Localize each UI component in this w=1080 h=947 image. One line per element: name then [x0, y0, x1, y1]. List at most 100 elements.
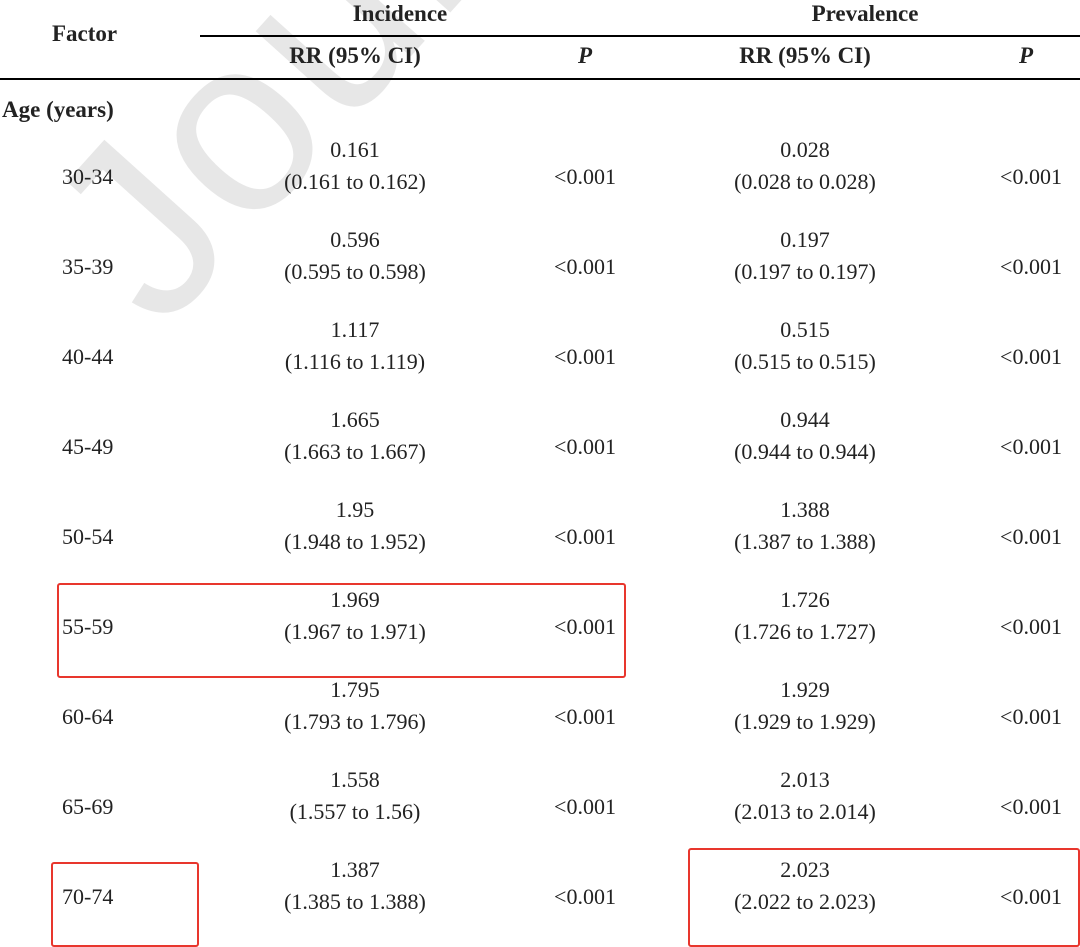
- table-row: 60-64 1.795 (1.793 to 1.796) <0.001 1.92…: [0, 672, 1080, 762]
- header-incidence-p: P: [577, 43, 593, 68]
- incidence-ci-value: (1.793 to 1.796): [284, 709, 426, 734]
- header-factor: Factor: [52, 21, 118, 46]
- header-prevalence-p: P: [1018, 43, 1034, 68]
- prevalence-ci-value: (1.387 to 1.388): [734, 529, 876, 554]
- prevalence-rr-value: 0.515: [780, 317, 830, 342]
- incidence-p-cell: <0.001: [554, 614, 616, 639]
- incidence-ci-value: (0.161 to 0.162): [284, 169, 426, 194]
- prevalence-rr-cell: 0.944 (0.944 to 0.944): [675, 406, 935, 470]
- header-incidence-rr: RR (95% CI): [289, 43, 421, 68]
- prevalence-rr-value: 1.388: [780, 497, 830, 522]
- prevalence-rr-cell: 0.028 (0.028 to 0.028): [675, 136, 935, 200]
- incidence-ci-value: (1.948 to 1.952): [284, 529, 426, 554]
- prevalence-p-cell: <0.001: [1000, 164, 1062, 189]
- incidence-ci-value: (1.557 to 1.56): [289, 799, 421, 824]
- table-row: 45-49 1.665 (1.663 to 1.667) <0.001 0.94…: [0, 402, 1080, 492]
- prevalence-p-cell: <0.001: [1000, 614, 1062, 639]
- section-age-years: Age (years): [2, 97, 114, 122]
- incidence-ci-value: (0.595 to 0.598): [284, 259, 426, 284]
- prevalence-rr-value: 0.028: [780, 137, 830, 162]
- incidence-p-cell: <0.001: [554, 794, 616, 819]
- prevalence-ci-value: (2.022 to 2.023): [734, 889, 876, 914]
- prevalence-rr-value: 0.197: [780, 227, 830, 252]
- factor-cell: 55-59: [62, 614, 114, 639]
- incidence-rr-value: 1.558: [330, 767, 380, 792]
- factor-cell: 60-64: [62, 704, 114, 729]
- header-prevalence: Prevalence: [811, 1, 919, 26]
- incidence-p-cell: <0.001: [554, 704, 616, 729]
- table-row: 35-39 0.596 (0.595 to 0.598) <0.001 0.19…: [0, 222, 1080, 312]
- incidence-rr-cell: 1.95 (1.948 to 1.952): [225, 496, 485, 560]
- incidence-rr-value: 1.665: [330, 407, 380, 432]
- header-group-rule: [200, 35, 1080, 37]
- header-bottom-rule: [0, 78, 1080, 80]
- prevalence-rr-cell: 2.013 (2.013 to 2.014): [675, 766, 935, 830]
- incidence-p-cell: <0.001: [554, 164, 616, 189]
- incidence-p-cell: <0.001: [554, 524, 616, 549]
- prevalence-ci-value: (0.028 to 0.028): [734, 169, 876, 194]
- incidence-rr-cell: 1.665 (1.663 to 1.667): [225, 406, 485, 470]
- prevalence-rr-cell: 0.515 (0.515 to 0.515): [675, 316, 935, 380]
- prevalence-rr-value: 1.929: [780, 677, 830, 702]
- incidence-p-cell: <0.001: [554, 884, 616, 909]
- prevalence-p-cell: <0.001: [1000, 884, 1062, 909]
- prevalence-rr-value: 0.944: [780, 407, 830, 432]
- factor-cell: 30-34: [62, 164, 114, 189]
- prevalence-rr-cell: 2.023 (2.022 to 2.023): [675, 856, 935, 920]
- factor-cell: 40-44: [62, 344, 114, 369]
- table-row: 65-69 1.558 (1.557 to 1.56) <0.001 2.013…: [0, 762, 1080, 852]
- incidence-p-cell: <0.001: [554, 434, 616, 459]
- incidence-rr-value: 1.795: [330, 677, 380, 702]
- prevalence-rr-value: 1.726: [780, 587, 830, 612]
- incidence-rr-value: 1.969: [330, 587, 380, 612]
- incidence-ci-value: (1.116 to 1.119): [284, 349, 426, 374]
- prevalence-rr-cell: 0.197 (0.197 to 0.197): [675, 226, 935, 290]
- table-row: 70-74 1.387 (1.385 to 1.388) <0.001 2.02…: [0, 852, 1080, 942]
- factor-cell: 35-39: [62, 254, 114, 279]
- prevalence-p-cell: <0.001: [1000, 794, 1062, 819]
- incidence-rr-value: 1.95: [335, 497, 375, 522]
- table-row: 40-44 1.117 (1.116 to 1.119) <0.001 0.51…: [0, 312, 1080, 402]
- prevalence-ci-value: (1.726 to 1.727): [734, 619, 876, 644]
- incidence-rr-value: 0.596: [330, 227, 380, 252]
- prevalence-ci-value: (1.929 to 1.929): [734, 709, 876, 734]
- prevalence-rr-cell: 1.726 (1.726 to 1.727): [675, 586, 935, 650]
- incidence-rr-cell: 1.117 (1.116 to 1.119): [225, 316, 485, 380]
- prevalence-p-cell: <0.001: [1000, 704, 1062, 729]
- header-prevalence-rr: RR (95% CI): [739, 43, 871, 68]
- incidence-rr-value: 1.387: [330, 857, 380, 882]
- factor-cell: 65-69: [62, 794, 114, 819]
- header-incidence: Incidence: [352, 1, 448, 26]
- prevalence-p-cell: <0.001: [1000, 524, 1062, 549]
- factor-cell: 45-49: [62, 434, 114, 459]
- incidence-rr-cell: 0.161 (0.161 to 0.162): [225, 136, 485, 200]
- prevalence-rr-value: 2.023: [780, 857, 830, 882]
- prevalence-p-cell: <0.001: [1000, 344, 1062, 369]
- incidence-rr-cell: 1.969 (1.967 to 1.971): [225, 586, 485, 650]
- incidence-rr-cell: 1.558 (1.557 to 1.56): [225, 766, 485, 830]
- prevalence-ci-value: (0.944 to 0.944): [734, 439, 876, 464]
- incidence-rr-cell: 0.596 (0.595 to 0.598): [225, 226, 485, 290]
- incidence-ci-value: (1.967 to 1.971): [284, 619, 426, 644]
- table-row: 50-54 1.95 (1.948 to 1.952) <0.001 1.388…: [0, 492, 1080, 582]
- prevalence-rr-cell: 1.388 (1.387 to 1.388): [675, 496, 935, 560]
- table-row: 30-34 0.161 (0.161 to 0.162) <0.001 0.02…: [0, 132, 1080, 222]
- incidence-rr-value: 1.117: [330, 317, 380, 342]
- prevalence-rr-value: 2.013: [780, 767, 830, 792]
- incidence-p-cell: <0.001: [554, 344, 616, 369]
- incidence-rr-cell: 1.387 (1.385 to 1.388): [225, 856, 485, 920]
- prevalence-ci-value: (0.197 to 0.197): [734, 259, 876, 284]
- incidence-ci-value: (1.663 to 1.667): [284, 439, 426, 464]
- prevalence-p-cell: <0.001: [1000, 434, 1062, 459]
- incidence-rr-cell: 1.795 (1.793 to 1.796): [225, 676, 485, 740]
- prevalence-ci-value: (2.013 to 2.014): [734, 799, 876, 824]
- factor-cell: 70-74: [62, 884, 114, 909]
- incidence-p-cell: <0.001: [554, 254, 616, 279]
- prevalence-p-cell: <0.001: [1000, 254, 1062, 279]
- incidence-rr-value: 0.161: [330, 137, 380, 162]
- prevalence-ci-value: (0.515 to 0.515): [734, 349, 876, 374]
- factor-cell: 50-54: [62, 524, 114, 549]
- incidence-ci-value: (1.385 to 1.388): [284, 889, 426, 914]
- table-row: 55-59 1.969 (1.967 to 1.971) <0.001 1.72…: [0, 582, 1080, 672]
